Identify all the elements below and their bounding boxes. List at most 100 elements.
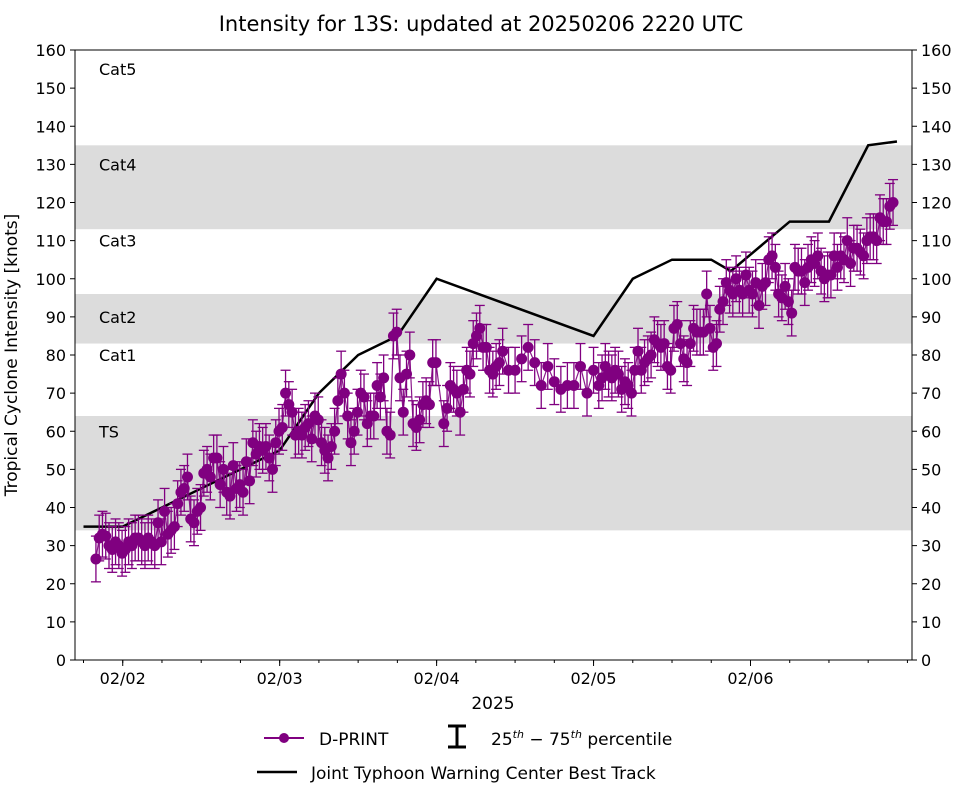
dprint-point	[152, 517, 164, 529]
dprint-point	[493, 357, 505, 369]
legend-dprint-label: D-PRINT	[319, 730, 389, 750]
dprint-point	[588, 364, 600, 376]
legend-dprint-marker	[279, 733, 289, 743]
y-tick-label-left: 40	[46, 499, 66, 518]
band-cat4	[75, 145, 912, 230]
dprint-point	[351, 406, 363, 418]
dprint-point	[178, 482, 190, 494]
dprint-point	[172, 498, 184, 510]
dprint-point	[845, 258, 857, 269]
dprint-point	[529, 357, 541, 369]
y-tick-label-left: 70	[46, 384, 66, 403]
dprint-point	[263, 452, 275, 464]
dprint-point	[100, 530, 112, 542]
dprint-point	[799, 277, 811, 289]
dprint-point	[214, 479, 226, 491]
dprint-point	[266, 463, 278, 475]
dprint-series	[90, 178, 899, 583]
dprint-point	[480, 341, 492, 353]
dprint-point	[548, 376, 560, 388]
dprint-point	[155, 536, 167, 548]
dprint-point	[338, 387, 350, 399]
y-tick-label-left: 30	[46, 537, 66, 556]
y-tick-label-left: 120	[35, 194, 66, 213]
y-tick-label-right: 150	[921, 79, 952, 98]
dprint-point	[760, 277, 772, 289]
dprint-point	[358, 391, 370, 403]
dprint-point	[332, 395, 344, 407]
dprint-point	[710, 338, 722, 350]
band-label-cat2: Cat2	[99, 308, 136, 327]
dprint-point	[374, 391, 386, 403]
dprint-point	[90, 553, 102, 565]
band-label-cat4: Cat4	[99, 155, 136, 174]
dprint-point	[181, 471, 193, 483]
dprint-point	[522, 341, 534, 353]
y-tick-label-left: 80	[46, 346, 66, 365]
category-bands: TS Cat1 Cat2 Cat3 Cat4 Cat5	[75, 60, 912, 531]
y-tick-label-left: 100	[35, 270, 66, 289]
x-tick-label: 02/02	[100, 669, 146, 688]
dprint-point	[204, 471, 216, 483]
dprint-point	[217, 463, 229, 475]
dprint-point	[665, 364, 677, 376]
y-tick-label-left: 130	[35, 155, 66, 174]
dprint-point	[414, 414, 426, 426]
dprint-point	[825, 269, 837, 281]
dprint-point	[535, 380, 547, 391]
dprint-point	[286, 406, 298, 418]
y-tick-label-left: 60	[46, 422, 66, 441]
y-tick-label-right: 40	[921, 499, 941, 518]
y-tick-label-left: 90	[46, 308, 66, 327]
x-tick-label: 02/05	[570, 669, 616, 688]
y-tick-label-left: 20	[46, 575, 66, 594]
dprint-point	[786, 307, 798, 319]
dprint-point	[831, 261, 843, 273]
y-tick-label-right: 100	[921, 270, 952, 289]
band-label-cat1: Cat1	[99, 346, 136, 365]
dprint-point	[730, 273, 742, 285]
dprint-point	[384, 429, 396, 441]
dprint-point	[244, 475, 256, 487]
dprint-point	[378, 372, 390, 384]
dprint-point	[574, 360, 586, 372]
dprint-point	[841, 235, 853, 247]
dprint-point	[329, 425, 341, 437]
legend: D-PRINT 25th − 75th percentile Joint Typ…	[257, 724, 672, 784]
y-tick-label-right: 90	[921, 308, 941, 327]
dprint-point	[322, 452, 334, 464]
dprint-point	[345, 437, 357, 449]
dprint-point	[454, 406, 466, 418]
dprint-point	[270, 437, 282, 449]
dprint-point	[779, 280, 791, 292]
x-tick-label: 02/04	[414, 669, 460, 688]
y-tick-label-right: 60	[921, 422, 941, 441]
dprint-point	[625, 387, 637, 399]
dprint-point	[302, 418, 314, 430]
y-tick-label-right: 80	[921, 346, 941, 365]
dprint-point	[887, 197, 899, 208]
band-label-ts: TS	[98, 422, 119, 441]
legend-best-track-label: Joint Typhoon Warning Center Best Track	[310, 764, 656, 784]
dprint-point	[276, 421, 288, 433]
x-tick-label: 02/06	[727, 669, 773, 688]
y-tick-label-left: 110	[35, 232, 66, 251]
y-tick-label-left: 150	[35, 79, 66, 98]
dprint-point	[542, 360, 554, 372]
y-tick-label-right: 160	[921, 41, 952, 60]
dprint-point	[312, 414, 324, 426]
y-tick-label-right: 120	[921, 194, 952, 213]
dprint-point	[240, 456, 252, 468]
y-tick-label-right: 30	[921, 537, 941, 556]
dprint-point	[474, 322, 486, 334]
dprint-point	[371, 380, 383, 391]
y-tick-label-right: 110	[921, 232, 952, 251]
dprint-point	[612, 368, 624, 380]
y-axis-label: Tropical Cyclone Intensity [knots]	[2, 214, 22, 498]
dprint-point	[858, 250, 870, 262]
y-tick-label-right: 20	[921, 575, 941, 594]
dprint-point	[675, 338, 687, 350]
dprint-point	[159, 505, 171, 517]
dprint-point	[871, 235, 883, 247]
dprint-point	[168, 521, 180, 533]
